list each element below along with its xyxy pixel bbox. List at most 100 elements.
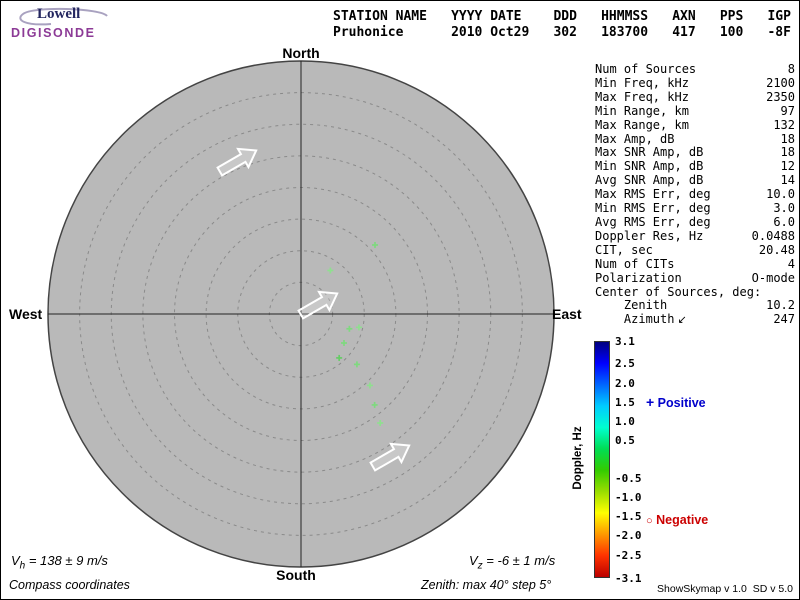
header-column-value: 417 [672, 25, 696, 40]
stats-left: Min Freq, kHz [595, 75, 689, 91]
colorbar-tick: 1.5 [615, 395, 635, 409]
stats-row: Max SNR Amp, dB 18 [595, 145, 795, 160]
stats-label: Polarization [595, 270, 682, 285]
stats-label: CIT, sec [595, 242, 653, 257]
stats-left: Azimuth ↙ [595, 312, 687, 327]
header-column: HHMMSS 183700 [601, 9, 648, 41]
source-point [346, 325, 353, 332]
stats-value: 132 [773, 117, 795, 132]
negative-doppler-legend: ○ Negative [646, 513, 708, 527]
plus-marker-icon: + [646, 394, 655, 410]
stats-left: CIT, sec [595, 242, 653, 258]
stats-row: Azimuth ↙ 247 [595, 312, 795, 327]
header-column-label: PPS [719, 9, 744, 24]
stats-left: Min RMS Err, deg [595, 201, 711, 216]
colorbar-tick: -3.1 [615, 571, 642, 585]
colorbar-tick: -2.5 [615, 548, 642, 562]
stats-label: Avg RMS Err, deg [595, 214, 711, 229]
stats-row: Num of CITs 4 [595, 256, 795, 272]
lowell-digisonde-logo: Lowell DIGISONDE [11, 6, 129, 50]
drift-arrow-icon [369, 442, 411, 472]
stats-row: Avg RMS Err, deg 6.0 [595, 214, 795, 230]
logo-swoosh-icon [19, 7, 108, 26]
header-column: IGP -8F [767, 9, 790, 41]
colorbar-tick: -1.5 [615, 510, 642, 524]
negative-legend-label: Negative [656, 513, 709, 527]
logo-name: Lowell [37, 6, 81, 22]
colorbar-axis-label: Doppler, Hz [572, 426, 584, 490]
header-column: YYYY DATE 2010 Oct29 [451, 9, 529, 41]
colorbar-tick: -1.0 [615, 491, 642, 505]
header-column: PPS 100 [720, 9, 743, 41]
stats-row: Num of Sources 8 [595, 62, 795, 77]
horizontal-velocity-label: Vh = 138 ± 9 m/s [11, 553, 108, 572]
stats-left: Max Range, km [595, 118, 689, 133]
stats-value: 3.0 [773, 201, 795, 216]
source-point [366, 382, 373, 389]
stats-label: Min Range, km [595, 103, 689, 118]
stats-value: 14 [780, 173, 795, 188]
stats-value: 10.0 [766, 187, 795, 202]
stats-label: Max Freq, kHz [595, 89, 689, 104]
stats-value: 97 [780, 103, 795, 118]
stats-left: Num of Sources [595, 62, 696, 77]
source-point [340, 340, 347, 347]
stats-label: Min SNR Amp, dB [595, 159, 704, 174]
stats-value: 0.0488 [751, 228, 795, 243]
positive-doppler-legend: + Positive [646, 394, 706, 410]
colorbar-tick: 0.5 [615, 433, 635, 447]
header-column-value: 2010 Oct29 [451, 25, 530, 40]
stats-row: Min RMS Err, deg 3.0 [595, 201, 795, 216]
coordinates-note: Compass coordinates [9, 578, 130, 592]
stats-left: Num of CITs [595, 256, 675, 272]
stats-row: Max Freq, kHz 2350 [595, 89, 795, 105]
vh-subscript: h [19, 560, 26, 572]
stats-label: Num of CITs [595, 256, 675, 271]
stats-value: 2100 [766, 75, 795, 90]
colorbar-tick: 3.1 [615, 334, 635, 348]
stats-row: Zenith 10.2 [595, 298, 795, 313]
stats-label: Max RMS Err, deg [595, 187, 711, 202]
header-column-label: IGP [767, 9, 791, 24]
colorbar-tick: -0.5 [615, 472, 642, 486]
stats-label: Zenith [595, 298, 668, 313]
stats-left: Max Freq, kHz [595, 89, 689, 105]
header-column-value: 100 [719, 25, 744, 40]
source-point [371, 401, 378, 408]
header-column-value: Pruhonice [333, 25, 404, 40]
stats-panel: Num of Sources 8 Min Freq, kHz 2100 Max Freq… [595, 62, 795, 327]
stats-label: Min RMS Err, deg [595, 201, 711, 216]
stats-row: CIT, sec 20.48 [595, 242, 795, 258]
stats-left: Min SNR Amp, dB [595, 159, 704, 174]
stats-left: Min Range, km [595, 103, 689, 119]
stats-label: Min Freq, kHz [595, 75, 689, 90]
header-column: STATION NAME Pruhonice [333, 9, 427, 41]
stats-left: Max RMS Err, deg [595, 187, 711, 202]
header-column-value: 302 [553, 25, 577, 40]
stats-value: 6.0 [773, 214, 795, 229]
stats-label: Avg SNR Amp, dB [595, 173, 704, 188]
source-point [377, 419, 384, 426]
header-column-value: 183700 [601, 25, 649, 40]
stats-label: Max SNR Amp, dB [595, 145, 704, 160]
header-column-label: HHMMSS [601, 9, 649, 24]
header-column-label: DDD [553, 9, 577, 24]
stats-label: Max Amp, dB [595, 131, 675, 146]
source-point [336, 354, 343, 361]
stats-left: Polarization [595, 270, 682, 286]
stats-value: O-mode [751, 270, 795, 285]
positive-legend-label: Positive [657, 396, 706, 410]
header-column-value: -8F [767, 25, 791, 40]
stats-row: Max Range, km 132 [595, 117, 795, 133]
vz-symbol: V [469, 553, 478, 568]
stats-row: Doppler Res, Hz 0.0488 [595, 228, 795, 244]
header-table: STATION NAME Pruhonice YYYY DATE 2010 Oct29… [333, 9, 791, 41]
stats-row: Polarization O-mode [595, 270, 795, 286]
stats-row: Center of Sources, deg: [595, 285, 795, 300]
compass-label-south: South [276, 567, 316, 583]
stats-value: 20.48 [758, 242, 795, 257]
stats-left: Avg RMS Err, deg [595, 214, 711, 230]
vz-value: = -6 ± 1 m/s [482, 553, 556, 568]
compass-label-east: East [552, 306, 582, 322]
